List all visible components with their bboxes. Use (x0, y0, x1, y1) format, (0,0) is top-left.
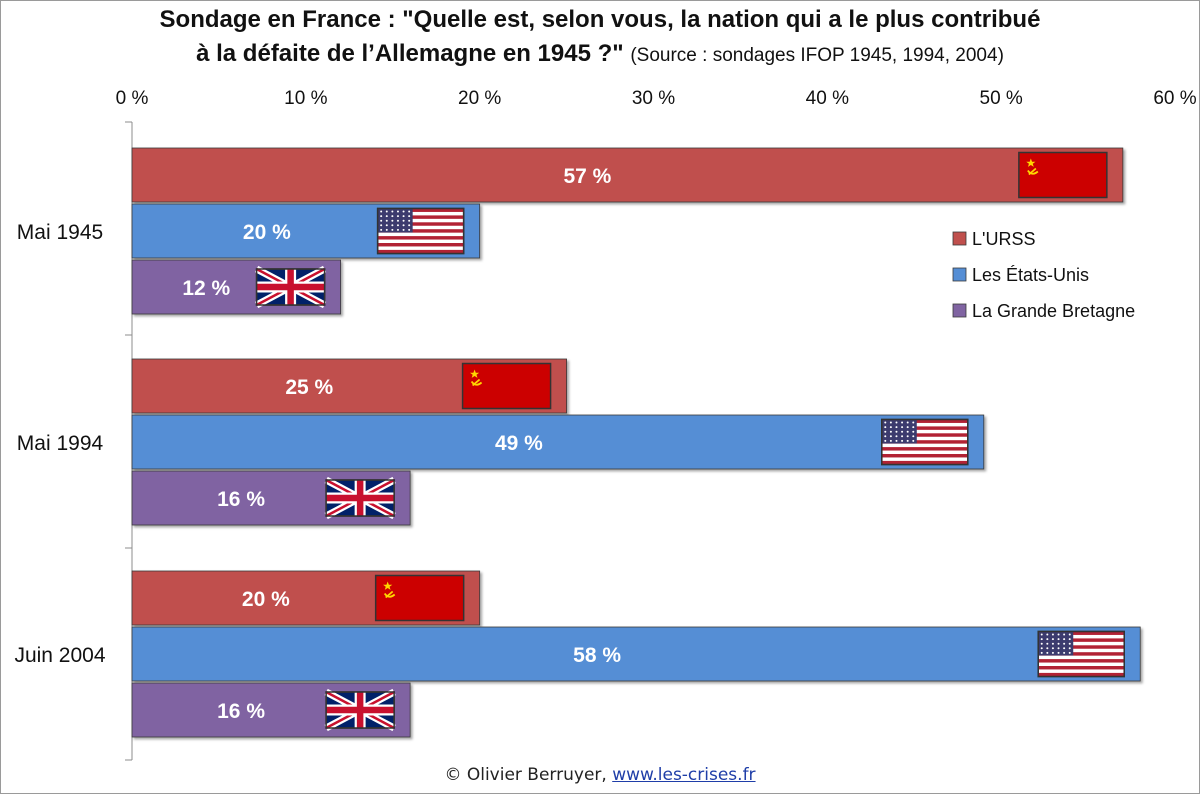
x-tick-label: 40 % (806, 88, 849, 109)
x-tick-label: 30 % (632, 88, 675, 109)
chart-title-line2: à la défaite de l’Allemagne en 1945 ?" (… (0, 40, 1200, 68)
x-tick-label: 10 % (284, 88, 327, 109)
legend-label: L'URSS (972, 229, 1035, 249)
chart-title-line1: Sondage en France : "Quelle est, selon v… (159, 6, 1041, 33)
data-label: 20 % (242, 588, 290, 611)
data-label: 16 % (217, 488, 265, 511)
x-tick-label: 0 % (116, 88, 149, 109)
uk-flag (254, 265, 327, 309)
category-label: Mai 1994 (17, 432, 104, 455)
legend-swatch (952, 231, 967, 246)
chart-title-question-end: à la défaite de l’Allemagne en 1945 ?" (196, 40, 624, 67)
data-label: 12 % (182, 277, 230, 300)
footer-copyright: © Olivier Berruyer, (444, 765, 607, 785)
data-label: 16 % (217, 700, 265, 723)
category-label: Mai 1945 (17, 221, 103, 244)
legend-swatch (952, 303, 967, 318)
chart-source: (Source : sondages IFOP 1945, 1994, 2004… (630, 45, 1004, 66)
data-label: 20 % (243, 221, 291, 244)
data-label: 57 % (563, 165, 611, 188)
usa-flag (881, 418, 969, 466)
legend-swatch (952, 267, 967, 282)
legend-label: La Grande Bretagne (972, 301, 1135, 321)
category-label: Juin 2004 (14, 644, 105, 667)
ussr-flag (461, 362, 552, 410)
data-label: 25 % (285, 376, 333, 399)
usa-flag (1037, 630, 1125, 678)
footer-link[interactable]: www.les-crises.fr (612, 765, 756, 785)
x-tick-label: 50 % (980, 88, 1023, 109)
ussr-flag (1018, 151, 1108, 199)
legend-label: Les États-Unis (972, 265, 1089, 285)
ussr-flag (374, 574, 465, 622)
bar (131, 414, 985, 470)
uk-flag (324, 476, 396, 520)
uk-flag (324, 688, 396, 732)
data-label: 58 % (573, 644, 621, 667)
bar (131, 147, 1124, 203)
data-label: 49 % (495, 432, 543, 455)
x-tick-label: 20 % (458, 88, 501, 109)
bar (131, 626, 1141, 682)
x-tick-label: 60 % (1153, 88, 1196, 109)
footer: © Olivier Berruyer, www.les-crises.fr (0, 765, 1200, 785)
usa-flag (376, 207, 465, 255)
